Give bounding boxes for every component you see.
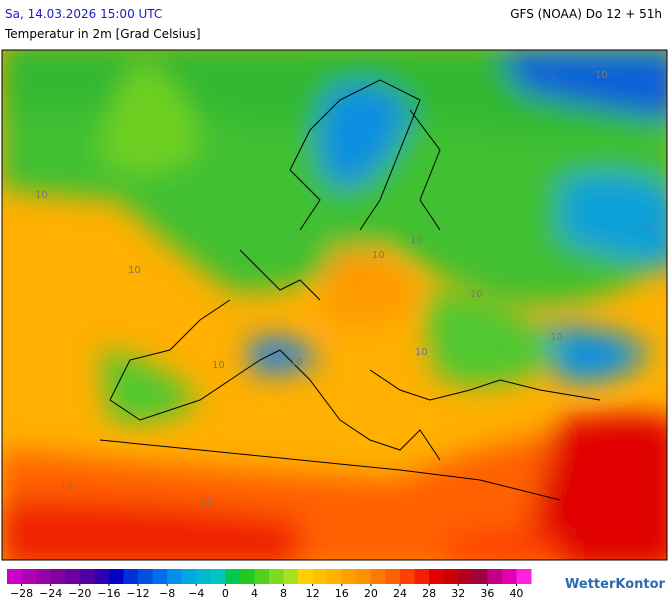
- colorbar-box: [283, 569, 299, 584]
- colorbar-box: [7, 569, 23, 584]
- colorbar-box: [254, 569, 270, 584]
- contour-label: 10: [212, 360, 225, 371]
- date: Sa, 14.03.2026 15:00 UTC: [5, 7, 162, 21]
- colorbar-label: −16: [97, 587, 120, 600]
- colorbar-label: 8: [280, 587, 287, 600]
- contour-label: 10: [415, 347, 428, 358]
- colorbar-box: [400, 569, 416, 584]
- contour-label: 10: [595, 70, 608, 81]
- colorbar-label: −28: [10, 587, 33, 600]
- contour-label: 10: [410, 235, 423, 246]
- colorbar-box: [152, 569, 168, 584]
- colorbar-box: [94, 569, 110, 584]
- contour-label: 10: [200, 497, 213, 508]
- colorbar-label: 16: [335, 587, 349, 600]
- logo: WetterKontor: [565, 577, 666, 592]
- colorbar-label: 36: [480, 587, 494, 600]
- colorbar-box: [487, 569, 503, 584]
- colorbar-box: [65, 569, 81, 584]
- colorbar-box: [210, 569, 226, 584]
- contour-label: 10: [550, 332, 563, 343]
- colorbar-box: [123, 569, 139, 584]
- colorbar-label: 20: [364, 587, 378, 600]
- colorbar-label: 12: [306, 587, 320, 600]
- colorbar-label: 28: [422, 587, 436, 600]
- colorbar-box: [312, 569, 328, 584]
- colorbar-label: −8: [159, 587, 175, 600]
- colorbar-label: −24: [39, 587, 62, 600]
- colorbar-box: [327, 569, 343, 584]
- contour-label: 10: [128, 265, 141, 276]
- colorbar-label: 0: [222, 587, 229, 600]
- colorbar-box: [458, 569, 474, 584]
- colorbar-box: [196, 569, 212, 584]
- contour-label: 10: [60, 482, 73, 493]
- colorbar-box: [269, 569, 285, 584]
- colorbar-box: [138, 569, 154, 584]
- colorbar-box: [443, 569, 459, 584]
- contour-label: 10: [372, 250, 385, 261]
- colorbar-box: [21, 569, 37, 584]
- colorbar-box: [79, 569, 95, 584]
- colorbar-box: [239, 569, 255, 584]
- colorbar-label: 32: [451, 587, 465, 600]
- colorbar-box: [298, 569, 314, 584]
- colorbar-box: [225, 569, 241, 584]
- parameter: Temperatur in 2m [Grad Celsius]: [4, 27, 201, 41]
- colorbar-box: [181, 569, 197, 584]
- colorbar-box: [414, 569, 430, 584]
- colorbar-label: 24: [393, 587, 407, 600]
- colorbar-label: −20: [68, 587, 91, 600]
- map: 10 10 10 10 10 10 10 10 10 10 10 10 10: [2, 50, 667, 560]
- colorbar-label: 4: [251, 587, 258, 600]
- colorbar-label: −4: [188, 587, 204, 600]
- colorbar-box: [167, 569, 183, 584]
- colorbar-box: [472, 569, 488, 584]
- colorbar-label: −12: [126, 587, 149, 600]
- colorbar-box: [516, 569, 532, 584]
- colorbar-box: [356, 569, 372, 584]
- contour-label: 10: [290, 357, 303, 368]
- colorbar-box: [501, 569, 517, 584]
- colorbar-box: [36, 569, 52, 584]
- contour-label: 10: [640, 222, 653, 233]
- colorbar-box: [429, 569, 445, 584]
- contour-label: 10: [35, 190, 48, 201]
- colorbar-box: [385, 569, 401, 584]
- colorbar-box: [370, 569, 386, 584]
- colorbar-box: [50, 569, 66, 584]
- model: GFS (NOAA) Do 12 + 51h: [510, 7, 662, 21]
- map-frame: [1, 49, 668, 561]
- colorbar-box: [341, 569, 357, 584]
- colorbar-box: [108, 569, 124, 584]
- colorbar-label: 40: [509, 587, 523, 600]
- contour-label: 10: [470, 289, 483, 300]
